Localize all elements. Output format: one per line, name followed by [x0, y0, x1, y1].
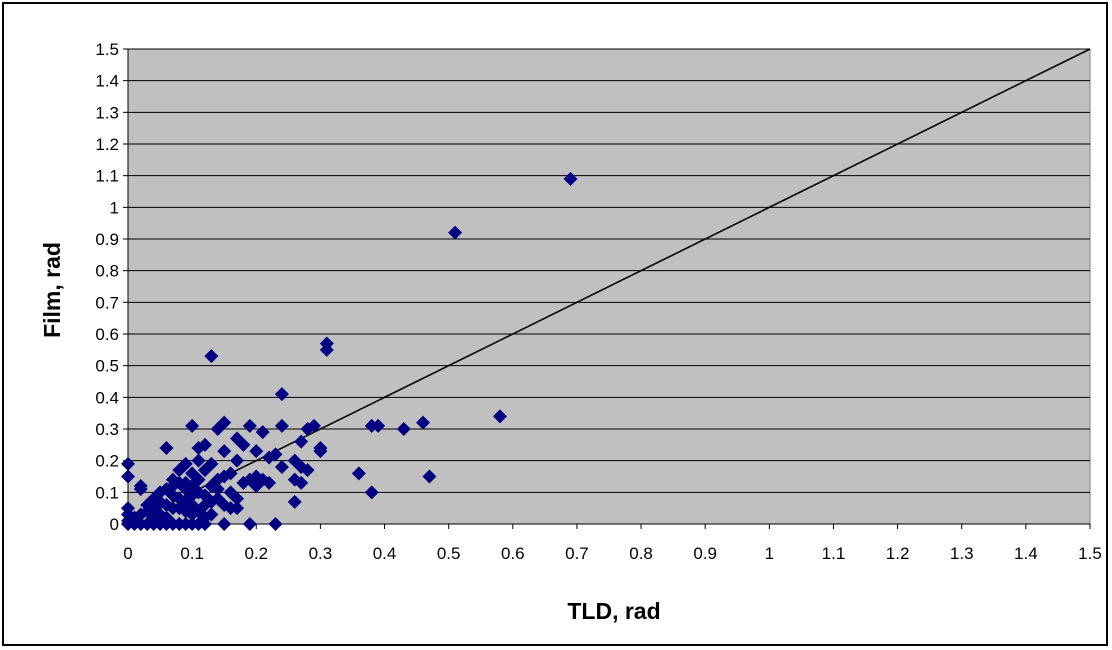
gridlines	[123, 48, 1091, 529]
reference-line	[127, 48, 1091, 525]
data-point	[217, 444, 232, 459]
y-tick-label: 1.1	[95, 167, 119, 186]
data-point	[422, 469, 437, 484]
data-point	[204, 349, 219, 364]
data-point	[217, 517, 232, 531]
x-tick-label: 1.1	[822, 544, 846, 563]
data-point	[210, 422, 225, 436]
data-point	[197, 463, 212, 478]
data-point	[262, 450, 277, 465]
data-point	[230, 453, 245, 468]
data-point	[191, 441, 206, 455]
data-point	[121, 469, 135, 484]
data-point	[319, 342, 334, 357]
y-tick-label: 0.8	[95, 262, 119, 281]
data-point	[249, 444, 264, 459]
data-point	[121, 456, 135, 471]
x-axis-title: TLD, rad	[567, 598, 660, 624]
data-point	[204, 494, 219, 509]
data-point	[396, 422, 411, 436]
x-tick-label: 0	[123, 544, 132, 563]
y-tick-label: 0.6	[95, 325, 119, 344]
data-point	[294, 434, 309, 449]
data-point	[204, 507, 219, 522]
scatter-chart: 0 0.1 0.2 0.3 0.4 0.5 0.6 0.7 0.8 0.9 1 1.1 1.2 1.3 1.…	[39, 40, 1102, 624]
y-tick-label: 1.5	[95, 40, 119, 59]
data-point	[242, 418, 257, 433]
x-tick-label: 0.5	[437, 544, 461, 563]
data-point	[185, 418, 200, 433]
y-tick-label: 0.3	[95, 420, 119, 439]
data-point	[294, 475, 309, 490]
x-tick-label: 0.8	[629, 544, 653, 563]
x-tick-label: 1.2	[886, 544, 910, 563]
x-tick-label: 0.3	[309, 544, 333, 563]
y-tick-label: 1.4	[95, 72, 119, 91]
data-point	[159, 441, 174, 455]
x-tick-label: 0.6	[501, 544, 525, 563]
data-point	[197, 510, 212, 525]
data-point	[230, 431, 245, 446]
data-point	[165, 501, 180, 516]
y-tick-label: 1.2	[95, 135, 119, 154]
y-tick-label: 0.2	[95, 452, 119, 471]
reference-line-layer	[127, 48, 1091, 525]
data-point	[255, 425, 270, 440]
data-point	[210, 472, 225, 487]
y-tick-labels: 0 0.1 0.2 0.3 0.4 0.5 0.6 0.7 0.8 0.9 1 1.1 1.2 1.3 1.…	[95, 40, 119, 534]
data-point	[223, 485, 238, 500]
data-point	[165, 479, 180, 493]
data-point	[351, 466, 366, 481]
x-tick-labels: 0 0.1 0.2 0.3 0.4 0.5 0.6 0.7 0.8 0.9 1 1.1 1.2 1.3 1.…	[123, 544, 1102, 563]
data-point	[274, 460, 289, 474]
data-point	[191, 453, 206, 468]
y-tick-label: 0.7	[95, 293, 119, 312]
data-point	[262, 475, 277, 490]
y-tick-label: 0	[110, 515, 119, 534]
data-point	[172, 463, 187, 478]
data-point	[563, 171, 578, 186]
data-point	[274, 387, 289, 402]
x-tick-label: 0.9	[693, 544, 717, 563]
data-point	[268, 517, 283, 531]
x-tick-label: 1	[765, 544, 774, 563]
data-point	[313, 444, 328, 459]
y-axis-title: Film, rad	[39, 242, 65, 338]
y-tick-label: 0.1	[95, 483, 119, 502]
data-point	[274, 418, 289, 433]
data-markers	[121, 171, 578, 531]
y-tick-label: 0.5	[95, 357, 119, 376]
x-tick-label: 0.4	[373, 544, 397, 563]
data-point	[185, 498, 200, 512]
data-point	[287, 494, 302, 509]
data-point	[300, 422, 315, 436]
data-point	[191, 472, 206, 487]
data-point	[416, 415, 431, 430]
x-tick-label: 0.2	[244, 544, 268, 563]
data-point	[217, 498, 232, 512]
data-point	[236, 475, 251, 490]
y-tick-label: 0.9	[95, 230, 119, 249]
x-tick-label: 1.4	[1014, 544, 1038, 563]
data-point	[146, 491, 161, 506]
data-point	[300, 463, 315, 478]
data-point	[159, 510, 174, 525]
data-point	[242, 517, 257, 531]
x-tick-label: 0.1	[180, 544, 204, 563]
y-tick-label: 1.3	[95, 103, 119, 122]
x-tick-label: 0.7	[565, 544, 589, 563]
data-point	[133, 482, 148, 497]
y-tick-label: 0.4	[95, 388, 119, 407]
data-point	[448, 225, 463, 240]
data-point	[364, 485, 379, 500]
y-tick-label: 1	[110, 198, 119, 217]
data-point	[371, 418, 386, 433]
data-point	[492, 409, 507, 424]
x-tick-label: 1.5	[1078, 544, 1102, 563]
x-tick-label: 1.3	[950, 544, 974, 563]
